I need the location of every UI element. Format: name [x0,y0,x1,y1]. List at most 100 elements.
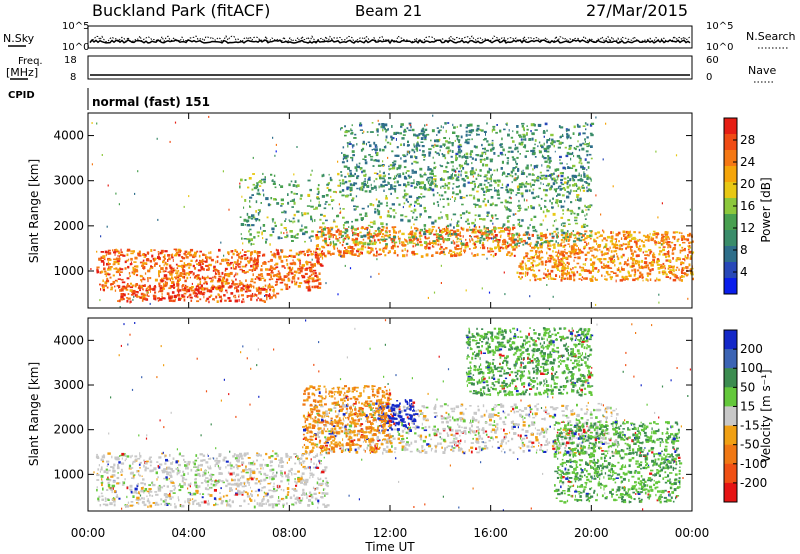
power-cell [546,139,550,142]
power-cell [396,197,399,199]
power-cell [483,227,485,230]
velocity-cell [194,483,198,487]
velocity-cell [286,493,289,496]
power-cell [561,265,565,268]
power-cell [453,169,457,173]
power-cell [526,272,528,276]
power-cell [419,173,422,176]
power-cell [519,153,521,155]
power-cell [233,267,237,270]
power-cell [456,252,459,255]
velocity-cell [236,484,240,488]
power-cell [578,132,581,136]
power-cell [564,237,566,241]
power-cell [305,261,309,264]
power-cell [235,266,237,269]
power-cell [378,174,382,177]
power-cell [685,273,689,276]
power-cell [301,274,304,277]
velocity-cell [163,468,167,470]
power-cell [489,148,493,152]
power-cell [414,186,418,189]
power-cell [159,264,161,267]
power-cell [535,179,539,181]
power-cell [689,255,692,258]
power-cell [356,249,360,253]
velocity-cell [101,480,104,483]
power-cell [251,269,254,272]
power-cell [457,139,461,142]
power-cell [292,261,296,265]
power-cell [234,249,237,252]
power-cell [176,284,180,287]
power-cell [643,261,648,265]
power-cell [132,272,135,275]
power-cell [473,235,477,238]
power-cell [679,249,683,252]
power-cell [445,214,449,217]
power-cell [481,233,484,236]
noise-left-label: N.Sky [3,32,35,45]
power-cell [236,261,239,264]
power-cell [333,245,335,249]
power-cell [409,230,413,234]
power-cell [196,300,200,303]
power-cell [162,297,165,300]
power-cell [341,189,345,192]
power-cell [340,255,344,258]
power-cell [449,223,452,227]
power-cell [633,240,637,243]
power-cell [392,137,395,140]
power-cell [557,146,561,149]
power-cell [538,203,540,207]
power-cell [681,238,684,241]
power-cell [313,263,316,265]
power-cell [319,226,321,229]
power-cell [129,286,134,289]
power-cell [275,198,277,201]
power-cell [507,235,510,237]
velocity-cell [231,500,234,504]
power-cell [684,259,686,262]
power-cell [246,224,250,227]
power-cell [580,174,582,178]
power-cell [490,174,492,178]
power-cell [194,292,197,295]
power-cell [426,133,430,136]
power-cell [468,248,471,250]
power-cell [368,154,371,156]
power-cell [422,132,425,135]
power-cell [353,253,357,256]
power-cell [271,253,274,257]
power-cell [201,267,205,271]
power-cell [175,251,179,255]
power-cell [264,176,266,179]
power-cell [239,260,242,264]
power-cell [190,270,193,273]
power-cell [547,244,549,247]
velocity-cell [219,496,222,499]
power-cell [611,260,616,263]
power-cell [567,208,569,211]
power-cell [367,205,369,208]
power-cell [679,276,682,279]
power-cell [337,184,340,187]
power-cell [640,248,642,251]
power-cell [586,224,589,227]
power-cell [351,144,355,147]
power-cell [199,259,200,262]
power-cell [270,197,273,200]
power-cell [474,218,476,222]
power-cell [568,274,572,278]
power-cell [433,242,435,245]
power-cell [578,161,581,164]
power-cell [585,128,587,131]
power-cell [316,261,320,265]
power-cell [341,182,345,185]
power-cell [682,275,685,278]
power-cell [462,227,465,230]
power-cell [434,240,437,243]
power-cell [572,273,576,277]
power-cell [268,278,272,281]
power-cell [549,257,553,260]
